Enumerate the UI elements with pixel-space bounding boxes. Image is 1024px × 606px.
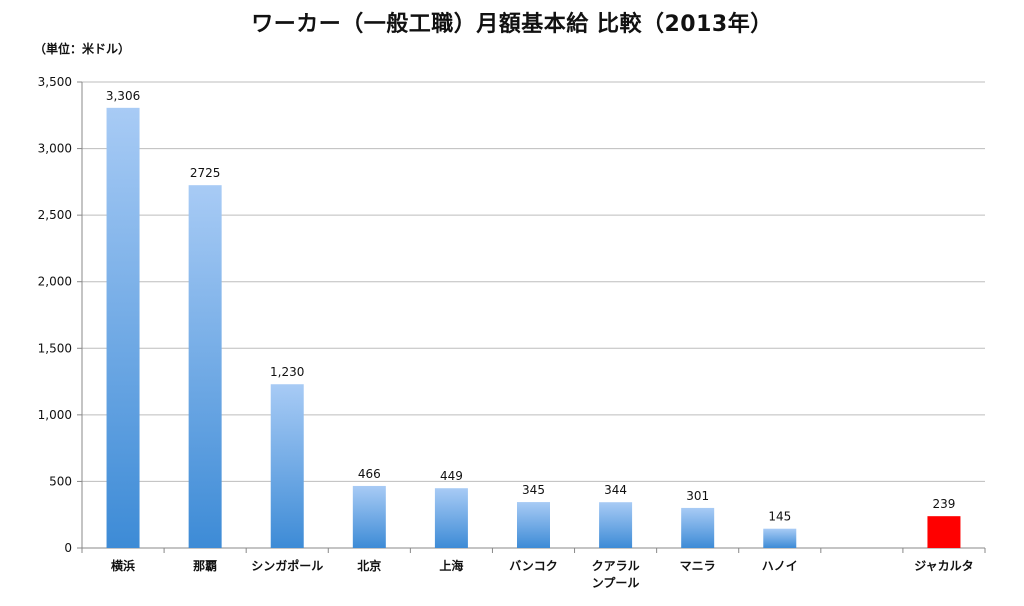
y-tick-label: 1,000: [38, 408, 72, 422]
category-label: ジャカルタ: [914, 559, 973, 573]
y-tick-label: 2,500: [38, 208, 72, 222]
y-tick-label: 500: [49, 474, 72, 488]
category-label: 上海: [439, 558, 463, 573]
bar: [681, 507, 715, 548]
bar: [927, 516, 961, 548]
value-label: 239: [933, 497, 956, 511]
labels: 3,306 横浜 2725 那覇 1,230 シンガポール 466 北京 449 上海 345 バンコ…: [106, 89, 974, 590]
value-label: 1,230: [270, 365, 304, 379]
y-tick-label: 1,500: [38, 341, 72, 355]
category-label: マニラ: [680, 559, 716, 573]
value-label: 344: [604, 483, 627, 497]
category-label: ンプール: [592, 575, 640, 590]
y-tick-label: 2,000: [38, 275, 72, 289]
bar: [270, 384, 304, 548]
value-label: 466: [358, 467, 381, 481]
category-label: 横浜: [111, 558, 135, 573]
bar: [763, 528, 797, 548]
category-label: クアラル: [592, 559, 640, 573]
bar: [434, 488, 468, 548]
y-tick-label: 3,500: [38, 75, 72, 89]
y-tick-label: 3,000: [38, 142, 72, 156]
bar: [599, 502, 633, 548]
value-label: 2725: [190, 166, 221, 180]
axes: 0 500 1,000 1,500 2,000 2,500 3,000 3,500: [38, 75, 986, 555]
category-label: ハノイ: [762, 559, 798, 573]
category-label: バンコク: [509, 559, 558, 573]
value-label: 345: [522, 483, 545, 497]
bar: [517, 502, 550, 548]
value-label: 145: [768, 510, 791, 524]
gridlines: [82, 81, 985, 482]
value-label: 301: [686, 489, 709, 503]
bar: [106, 107, 140, 548]
value-label: 449: [440, 469, 463, 483]
bar: [188, 185, 222, 548]
category-label: 那覇: [193, 559, 217, 573]
value-label: 3,306: [106, 89, 140, 103]
bars: [106, 107, 961, 548]
bar: [352, 485, 386, 548]
y-tick-label: 0: [64, 541, 72, 555]
chart-title: ワーカー（一般工職）月額基本給 比較（2013年）: [251, 12, 773, 37]
unit-label: （単位：米ドル）: [34, 42, 131, 56]
category-label: 北京: [357, 558, 381, 573]
category-label: シンガポール: [251, 558, 323, 573]
